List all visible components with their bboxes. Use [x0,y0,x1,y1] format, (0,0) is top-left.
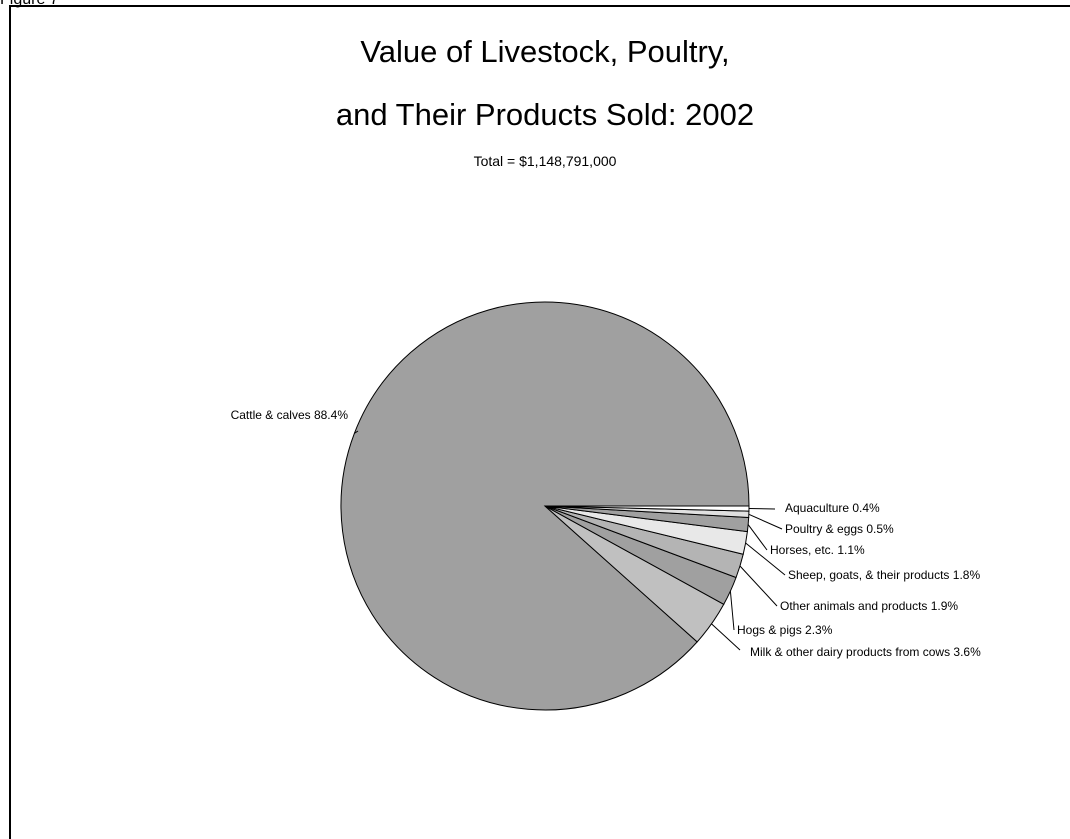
slice-label: Other animals and products 1.9% [780,599,958,613]
slice-label: Horses, etc. 1.1% [770,543,865,557]
chart-title-line-1: Value of Livestock, Poultry, [360,34,729,69]
slice-label: Hogs & pigs 2.3% [737,623,833,637]
leader-line [739,565,778,607]
slice-label: Poultry & eggs 0.5% [785,522,894,536]
leader-line [747,524,768,551]
leader-line [748,513,783,530]
chart-frame [9,5,1070,839]
slice-label: Sheep, goats, & their products 1.8% [788,568,980,582]
slice-label: Milk & other dairy products from cows 3.… [750,645,981,659]
leader-line [729,591,735,631]
leader-line [745,542,786,576]
chart-title-line-2: and Their Products Sold: 2002 [336,97,754,132]
slice-label: Cattle & calves 88.4% [231,408,349,422]
figure-label: Figure 7 [0,0,59,9]
leader-line [354,430,359,434]
pie-slices [340,301,750,711]
leader-lines [354,430,786,651]
slice-label: Aquaculture 0.4% [785,501,880,515]
leader-line [711,623,741,651]
slice-labels: Cattle & calves 88.4% Milk & other dairy … [231,408,981,659]
chart-subtitle: Total = $1,148,791,000 [474,153,617,169]
